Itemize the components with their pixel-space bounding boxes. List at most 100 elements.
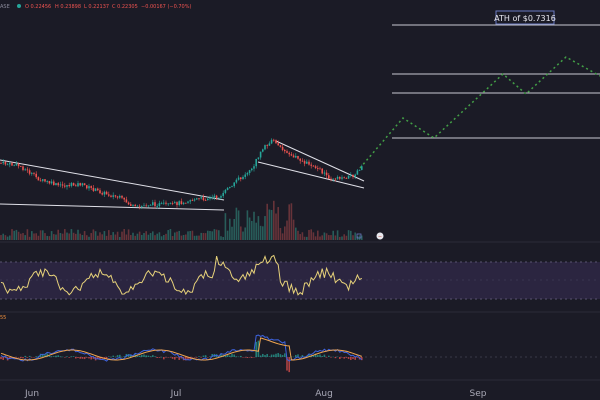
candle-body xyxy=(268,143,271,146)
macd-histogram-bar xyxy=(237,356,240,358)
candle-body xyxy=(152,202,154,205)
volume-bar xyxy=(156,233,158,240)
candle-body xyxy=(191,200,194,202)
ath-label-box[interactable] xyxy=(495,10,555,25)
macd-histogram-bar xyxy=(105,357,108,360)
volume-bar xyxy=(277,207,279,240)
ohlc-low: L 0.22137 xyxy=(84,4,109,10)
volume-bar xyxy=(255,222,257,240)
macd-histogram-bar xyxy=(244,357,246,358)
x-axis-label-aug: Aug xyxy=(315,389,333,399)
volume-bar xyxy=(215,229,218,240)
volume-bar xyxy=(28,236,31,240)
volume-bar xyxy=(83,231,86,240)
candle-body xyxy=(57,183,59,186)
volume-bar xyxy=(178,230,180,240)
macd-histogram-bar xyxy=(330,357,332,358)
candle-body xyxy=(310,164,312,166)
volume-bar xyxy=(193,235,196,240)
macd-histogram-bar xyxy=(92,357,95,359)
macd-histogram-bar xyxy=(35,356,37,357)
candle-body xyxy=(189,200,191,202)
volume-bar xyxy=(182,235,185,240)
macd-histogram-bar xyxy=(66,356,68,357)
macd-histogram-bar xyxy=(288,357,290,373)
volume-bar xyxy=(6,236,9,240)
candle-body xyxy=(277,143,279,146)
volume-bar xyxy=(268,209,271,240)
candle-body xyxy=(358,169,361,171)
candle-body xyxy=(123,197,125,200)
macd-histogram-bar xyxy=(343,357,345,359)
macd-histogram-bar xyxy=(270,354,273,357)
event-marker-icon[interactable] xyxy=(376,232,384,240)
volume-bar xyxy=(77,229,79,240)
macd-histogram-bar xyxy=(275,353,277,357)
volume-bar xyxy=(72,232,75,240)
volume-bar xyxy=(149,233,152,240)
volume-bar xyxy=(90,233,92,240)
volume-bar xyxy=(99,232,101,240)
candle-body xyxy=(231,186,233,187)
macd-histogram-bar xyxy=(149,356,152,357)
candle-body xyxy=(33,173,35,174)
macd-histogram-bar xyxy=(110,356,112,358)
macd-histogram-bar xyxy=(88,357,90,359)
volume-bar xyxy=(64,229,66,240)
candle-body xyxy=(187,201,189,203)
candle-body xyxy=(48,181,51,184)
volume-bar xyxy=(167,230,169,240)
candle-body xyxy=(332,178,334,180)
macd-histogram-bar xyxy=(152,355,154,357)
volume-bar xyxy=(262,226,264,240)
macd-histogram-bar xyxy=(42,353,44,357)
volume-bar xyxy=(66,232,68,240)
volume-bar xyxy=(347,230,350,240)
macd-histogram-bar xyxy=(176,357,178,358)
volume-bar xyxy=(4,235,7,240)
symbol-fragment: ASE xyxy=(0,4,10,10)
candle-body xyxy=(295,155,297,158)
volume-bar xyxy=(310,229,312,240)
macd-histogram-bar xyxy=(341,357,343,358)
candle-body xyxy=(44,179,46,182)
candle-body xyxy=(154,202,156,207)
candle-body xyxy=(97,188,99,191)
macd-histogram-bar xyxy=(198,356,200,357)
macd-histogram-bar xyxy=(83,357,86,360)
volume-bar xyxy=(44,233,46,240)
candle-body xyxy=(270,139,273,144)
macd-histogram-bar xyxy=(328,355,330,357)
candle-body xyxy=(138,205,141,207)
candle-body xyxy=(6,164,9,166)
candle-body xyxy=(72,183,75,186)
volume-bar xyxy=(33,233,35,240)
ohlc-open: O 0.22456 xyxy=(25,4,51,10)
volume-bar xyxy=(11,229,13,240)
candle-body xyxy=(167,203,169,205)
macd-histogram-bar xyxy=(193,357,196,358)
candle-body xyxy=(288,152,290,155)
candle-body xyxy=(218,197,220,199)
candle-body xyxy=(301,160,304,162)
volume-bar xyxy=(59,233,62,240)
volume-bar xyxy=(26,229,29,240)
macd-histogram-bar xyxy=(233,354,235,357)
candle-body xyxy=(31,173,33,174)
macd-histogram-bar xyxy=(99,357,101,360)
marker-square-icon[interactable] xyxy=(356,233,362,239)
volume-bar xyxy=(125,234,128,240)
macd-histogram-bar xyxy=(64,357,66,358)
macd-signal-line xyxy=(0,337,362,361)
volume-bar xyxy=(134,235,136,240)
volume-bar xyxy=(343,234,345,240)
macd-histogram-bar xyxy=(171,357,174,359)
candle-body xyxy=(134,204,136,207)
candle-body xyxy=(81,183,84,186)
volume-bar xyxy=(147,234,150,240)
candle-body xyxy=(292,155,295,158)
macd-histogram-bar xyxy=(235,356,238,357)
candle-body xyxy=(147,205,150,207)
